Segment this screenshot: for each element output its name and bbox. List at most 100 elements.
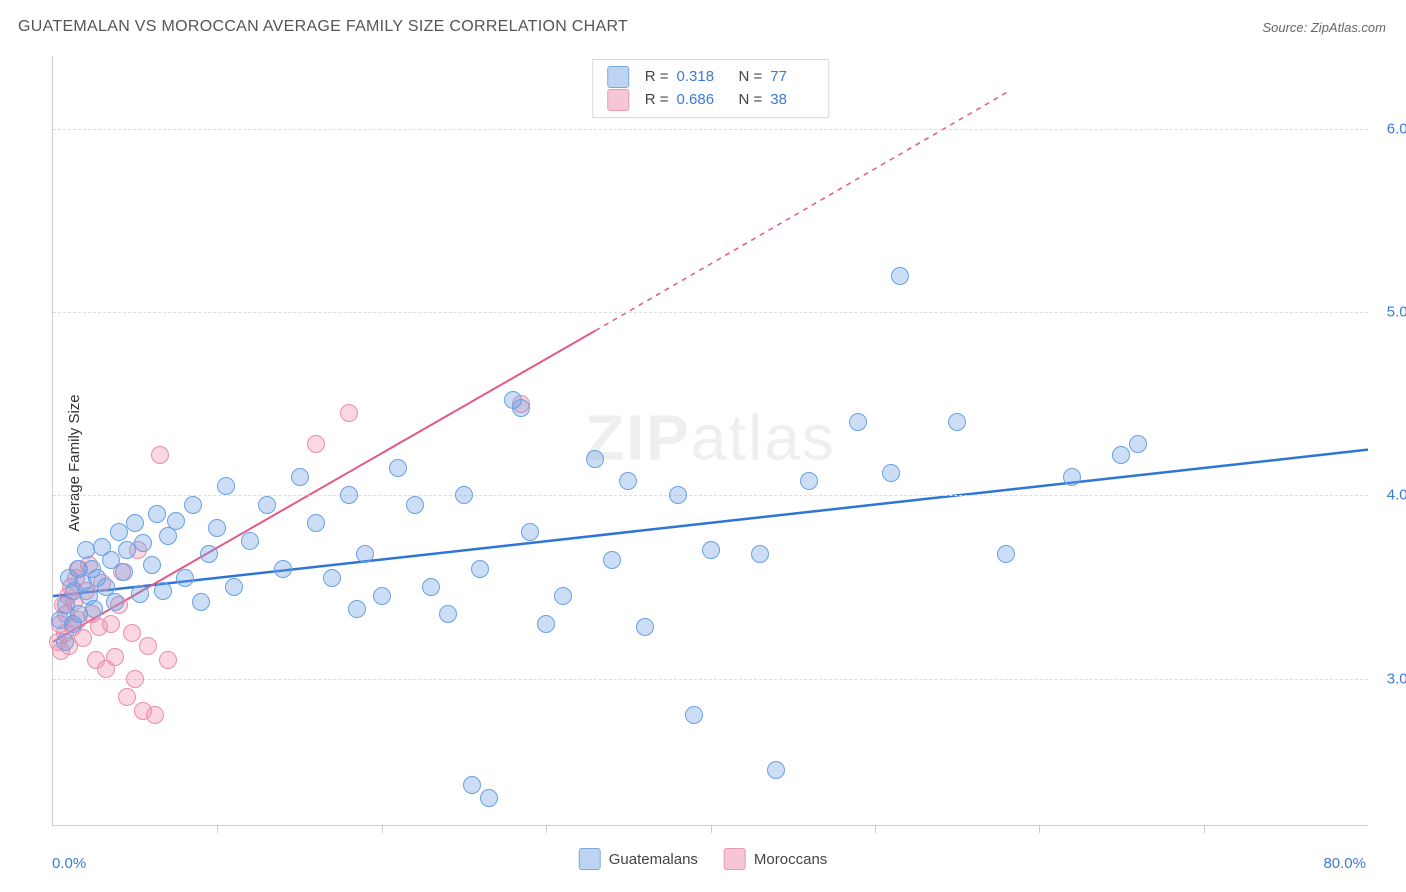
scatter-point-guatemalans <box>217 477 235 495</box>
scatter-point-guatemalans <box>85 600 103 618</box>
scatter-point-guatemalans <box>56 633 74 651</box>
scatter-point-guatemalans <box>619 472 637 490</box>
x-tick <box>1039 825 1040 833</box>
scatter-point-moroccans <box>340 404 358 422</box>
scatter-point-guatemalans <box>184 496 202 514</box>
scatter-point-guatemalans <box>767 761 785 779</box>
scatter-point-guatemalans <box>849 413 867 431</box>
scatter-point-guatemalans <box>1112 446 1130 464</box>
x-axis-min-label: 0.0% <box>52 855 86 872</box>
swatch-moroccans-icon <box>724 848 746 870</box>
scatter-point-guatemalans <box>323 569 341 587</box>
scatter-point-guatemalans <box>118 541 136 559</box>
gridline <box>53 495 1368 496</box>
trend-lines <box>53 56 1368 825</box>
scatter-point-guatemalans <box>373 587 391 605</box>
stats-row-moroccans: R = 0.686 N = 38 <box>607 89 815 112</box>
scatter-point-guatemalans <box>389 459 407 477</box>
n-label: N = <box>739 66 763 89</box>
x-axis-max-label: 80.0% <box>1323 855 1366 872</box>
stats-row-guatemalans: R = 0.318 N = 77 <box>607 66 815 89</box>
x-tick <box>1204 825 1205 833</box>
x-tick <box>217 825 218 833</box>
scatter-point-guatemalans <box>471 560 489 578</box>
swatch-guatemalans-icon <box>579 848 601 870</box>
scatter-point-moroccans <box>126 670 144 688</box>
legend-bottom: Guatemalans Moroccans <box>579 848 828 870</box>
watermark: ZIPatlas <box>585 400 836 474</box>
scatter-point-moroccans <box>151 446 169 464</box>
x-tick <box>711 825 712 833</box>
scatter-point-moroccans <box>106 648 124 666</box>
scatter-point-guatemalans <box>143 556 161 574</box>
scatter-point-moroccans <box>123 624 141 642</box>
scatter-point-guatemalans <box>586 450 604 468</box>
x-tick <box>546 825 547 833</box>
scatter-point-guatemalans <box>192 593 210 611</box>
scatter-point-moroccans <box>146 706 164 724</box>
scatter-point-guatemalans <box>291 468 309 486</box>
scatter-point-guatemalans <box>463 776 481 794</box>
r-value-guatemalans: 0.318 <box>677 66 721 89</box>
scatter-point-guatemalans <box>77 541 95 559</box>
scatter-point-guatemalans <box>406 496 424 514</box>
scatter-point-guatemalans <box>997 545 1015 563</box>
y-tick-label: 4.00 <box>1387 487 1406 504</box>
scatter-point-guatemalans <box>110 523 128 541</box>
source-attribution: Source: ZipAtlas.com <box>1262 20 1386 35</box>
stats-legend-box: R = 0.318 N = 77 R = 0.686 N = 38 <box>592 59 830 118</box>
scatter-point-guatemalans <box>603 551 621 569</box>
source-name: ZipAtlas.com <box>1311 20 1386 35</box>
scatter-point-moroccans <box>118 688 136 706</box>
scatter-point-guatemalans <box>439 605 457 623</box>
scatter-point-guatemalans <box>554 587 572 605</box>
scatter-point-guatemalans <box>134 534 152 552</box>
gridline <box>53 129 1368 130</box>
gridline <box>53 312 1368 313</box>
n-label: N = <box>739 89 763 112</box>
scatter-point-guatemalans <box>154 582 172 600</box>
r-value-moroccans: 0.686 <box>677 89 721 112</box>
scatter-point-guatemalans <box>882 464 900 482</box>
scatter-point-guatemalans <box>521 523 539 541</box>
scatter-point-guatemalans <box>340 486 358 504</box>
gridline <box>53 679 1368 680</box>
scatter-point-guatemalans <box>307 514 325 532</box>
swatch-guatemalans-icon <box>607 66 629 88</box>
scatter-point-guatemalans <box>702 541 720 559</box>
scatter-point-guatemalans <box>115 563 133 581</box>
watermark-light: atlas <box>691 401 836 473</box>
chart-title: GUATEMALAN VS MOROCCAN AVERAGE FAMILY SI… <box>18 18 628 36</box>
scatter-point-guatemalans <box>167 512 185 530</box>
x-tick <box>875 825 876 833</box>
scatter-point-guatemalans <box>948 413 966 431</box>
scatter-point-moroccans <box>74 629 92 647</box>
scatter-point-guatemalans <box>126 514 144 532</box>
scatter-point-guatemalans <box>241 532 259 550</box>
x-tick <box>382 825 383 833</box>
n-value-guatemalans: 77 <box>770 66 814 89</box>
scatter-point-guatemalans <box>800 472 818 490</box>
scatter-point-guatemalans <box>422 578 440 596</box>
y-tick-label: 3.00 <box>1387 670 1406 687</box>
scatter-point-moroccans <box>307 435 325 453</box>
scatter-point-guatemalans <box>148 505 166 523</box>
r-label: R = <box>645 66 669 89</box>
scatter-point-guatemalans <box>751 545 769 563</box>
scatter-point-guatemalans <box>512 399 530 417</box>
scatter-point-guatemalans <box>455 486 473 504</box>
n-value-moroccans: 38 <box>770 89 814 112</box>
scatter-point-moroccans <box>159 651 177 669</box>
scatter-point-guatemalans <box>480 789 498 807</box>
scatter-point-moroccans <box>102 615 120 633</box>
scatter-point-guatemalans <box>669 486 687 504</box>
scatter-point-guatemalans <box>1129 435 1147 453</box>
scatter-point-guatemalans <box>274 560 292 578</box>
scatter-point-guatemalans <box>131 585 149 603</box>
scatter-point-guatemalans <box>258 496 276 514</box>
r-label: R = <box>645 89 669 112</box>
scatter-point-guatemalans <box>176 569 194 587</box>
plot-area: ZIPatlas R = 0.318 N = 77 R = 0.686 N = … <box>52 56 1368 826</box>
scatter-point-guatemalans <box>356 545 374 563</box>
scatter-point-guatemalans <box>348 600 366 618</box>
